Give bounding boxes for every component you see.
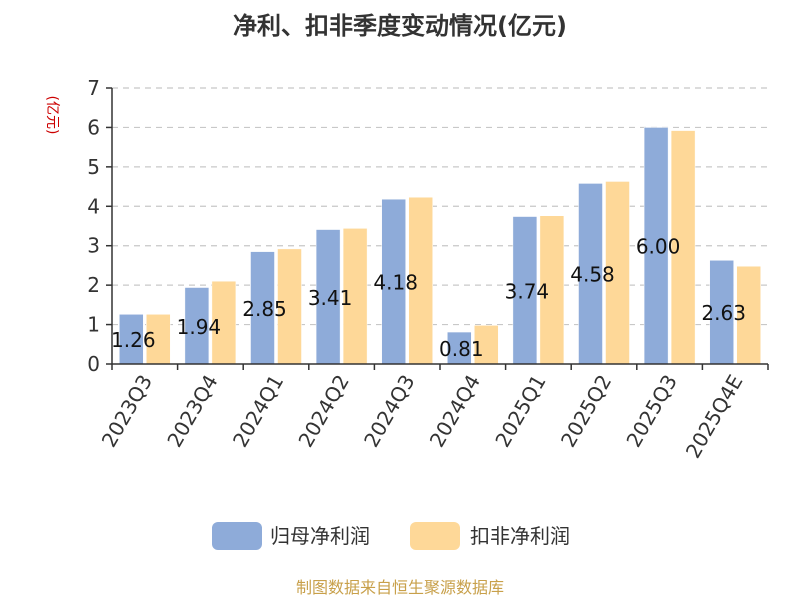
- data-label: 6.00: [636, 235, 681, 259]
- x-tick-label: 2025Q2: [556, 371, 616, 452]
- x-tick-label: 2024Q3: [359, 371, 419, 452]
- legend-swatch[interactable]: [212, 522, 262, 550]
- bar-deducted-profit[interactable]: [408, 196, 433, 365]
- bar-net-profit[interactable]: [447, 331, 472, 365]
- x-tick-label: 2025Q1: [490, 371, 550, 452]
- x-tick-label: 2023Q4: [162, 371, 222, 452]
- bars: [119, 127, 761, 365]
- data-label: 4.18: [373, 271, 418, 295]
- bar-deducted-profit[interactable]: [277, 248, 302, 365]
- bar-net-profit[interactable]: [315, 229, 341, 365]
- y-tick-label: 5: [87, 155, 100, 179]
- x-tick-label: 2024Q2: [293, 371, 353, 452]
- y-tick-label: 1: [87, 313, 100, 337]
- bar-net-profit[interactable]: [119, 314, 144, 365]
- bar-deducted-profit[interactable]: [211, 280, 237, 365]
- x-tick-label: 2023Q3: [97, 371, 157, 452]
- bar-deducted-profit[interactable]: [605, 181, 630, 365]
- legend-label[interactable]: 扣非净利润: [470, 524, 570, 548]
- data-label: 2.85: [242, 297, 287, 321]
- legend[interactable]: 归母净利润 扣非净利润: [212, 522, 570, 550]
- data-label: 1.94: [177, 315, 222, 339]
- y-tick-label: 7: [87, 76, 100, 100]
- bar-net-profit[interactable]: [250, 251, 275, 365]
- data-labels: 1.26 1.94 2.85 3.41 4.18 0.81 3.74 4.58 6.00 2.63: [111, 235, 746, 361]
- x-tick-label: 2025Q4E: [681, 371, 748, 463]
- x-tick-label: 2024Q1: [228, 371, 288, 452]
- data-label: 3.74: [505, 279, 550, 303]
- bar-deducted-profit[interactable]: [474, 325, 499, 365]
- legend-label[interactable]: 归母净利润: [270, 524, 370, 548]
- bar-deducted-profit[interactable]: [670, 130, 696, 365]
- data-label: 1.26: [111, 328, 156, 352]
- legend-swatch[interactable]: [410, 522, 460, 550]
- bar-net-profit[interactable]: [578, 183, 603, 365]
- bar-deducted-profit[interactable]: [342, 228, 368, 365]
- data-label: 2.63: [701, 301, 746, 325]
- y-tick-label: 3: [87, 234, 100, 258]
- y-axis-unit: (亿元): [44, 96, 60, 135]
- gridlines: [112, 87, 768, 326]
- data-label: 0.81: [439, 337, 484, 361]
- bar-net-profit[interactable]: [709, 260, 734, 365]
- bar-net-profit[interactable]: [184, 287, 210, 365]
- bar-deducted-profit[interactable]: [539, 215, 565, 365]
- x-tick-label: 2024Q4: [425, 371, 485, 452]
- source-note: 制图数据来自恒生聚源数据库: [296, 578, 504, 597]
- y-tick-label: 6: [87, 115, 100, 139]
- data-label: 4.58: [570, 263, 615, 287]
- bar-net-profit[interactable]: [381, 198, 406, 365]
- y-tick-label: 0: [87, 352, 100, 376]
- bar-deducted-profit[interactable]: [146, 314, 171, 365]
- data-label: 3.41: [308, 286, 353, 310]
- bar-deducted-profit[interactable]: [736, 265, 761, 365]
- x-tick-label: 2025Q3: [621, 371, 681, 452]
- chart-title: 净利、扣非季度变动情况(亿元): [233, 12, 567, 40]
- y-tick-label: 4: [87, 194, 100, 218]
- y-tick-label: 2: [87, 273, 100, 297]
